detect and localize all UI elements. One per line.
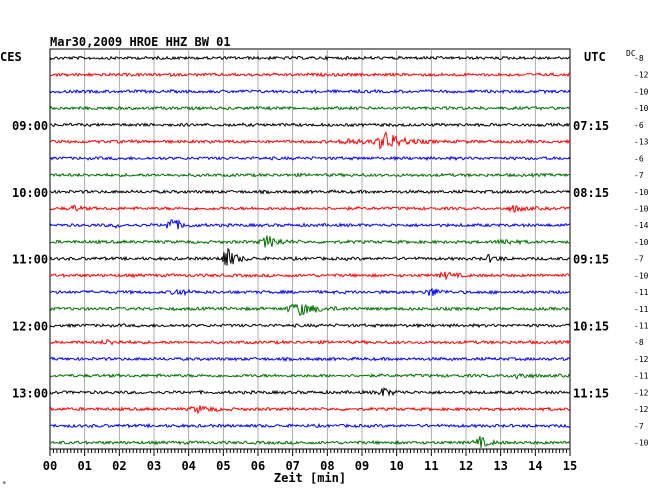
- left-hour-label: 10:00: [12, 186, 48, 200]
- dc-offset-label: -7: [634, 255, 644, 264]
- dc-offset-label: -10: [634, 238, 649, 247]
- x-tick-label: 15: [563, 459, 577, 473]
- dc-offset-label: -12: [634, 355, 649, 364]
- trace-line-18: [49, 356, 571, 363]
- trace-line-15: [49, 303, 571, 317]
- corner-mark: *: [2, 480, 6, 488]
- trace-line-5: [49, 130, 571, 150]
- x-tick-label: 04: [181, 459, 195, 473]
- x-axis-label: Zeit [min]: [274, 471, 346, 485]
- dc-offset-label: -12: [634, 388, 649, 397]
- trace-line-6: [49, 155, 571, 162]
- dc-label: DC: [626, 49, 636, 58]
- x-tick-label: 10: [389, 459, 403, 473]
- dc-offset-label: -6: [634, 154, 644, 163]
- dc-offset-label: -10: [634, 104, 649, 113]
- right-hour-label: 08:15: [573, 186, 609, 200]
- x-axis: 00 01 02 03 04 05 06 07 08 09 10 11 12 13 14 15: [43, 449, 577, 473]
- right-hour-label: 10:15: [573, 320, 609, 334]
- trace-line-9: [49, 204, 571, 213]
- trace-line-17: [49, 339, 571, 346]
- dc-offset-label: -14: [634, 221, 649, 230]
- dc-offset-label: -11: [634, 372, 649, 381]
- trace-group: [49, 55, 571, 448]
- x-tick-label: 11: [424, 459, 438, 473]
- right-timezone-label: UTC: [584, 50, 606, 64]
- x-tick-label: 02: [112, 459, 126, 473]
- trace-line-12: [49, 247, 571, 266]
- trace-line-13: [49, 271, 571, 281]
- x-tick-label: 06: [251, 459, 265, 473]
- right-hour-label: 09:15: [573, 253, 609, 267]
- trace-line-11: [49, 235, 571, 248]
- trace-line-16: [49, 322, 571, 329]
- dc-offset-label: -10: [634, 439, 649, 448]
- dc-offset-label: -10: [634, 271, 649, 280]
- left-hour-label: 11:00: [12, 253, 48, 267]
- x-tick-label: 03: [147, 459, 161, 473]
- left-hour-label: 13:00: [12, 386, 48, 400]
- chart-grid: [49, 48, 571, 450]
- x-tick-label: 09: [355, 459, 369, 473]
- dc-offset-label: -7: [634, 171, 644, 180]
- x-tick-label: 01: [77, 459, 91, 473]
- dc-offset-label: -10: [634, 188, 649, 197]
- dc-offset-label: -11: [634, 322, 649, 331]
- trace-line-2: [49, 88, 571, 95]
- right-hour-label: 07:15: [573, 119, 609, 133]
- right-hour-label: 11:15: [573, 386, 609, 400]
- x-tick-label: 07: [285, 459, 299, 473]
- dc-offset-label: -13: [634, 138, 649, 147]
- dc-offset-label: -12: [634, 405, 649, 414]
- dc-offset-label: -10: [634, 87, 649, 96]
- left-hour-label: 09:00: [12, 119, 48, 133]
- trace-line-19: [49, 372, 571, 380]
- trace-line-8: [49, 189, 571, 195]
- trace-line-21: [49, 405, 571, 415]
- trace-line-0: [49, 55, 571, 62]
- x-tick-label: 05: [216, 459, 230, 473]
- trace-line-14: [49, 287, 571, 297]
- hour-labels: 09:00 10:00 11:00 12:00 13:00 07:15 08:15 09:15…: [12, 119, 609, 401]
- trace-line-22: [49, 422, 571, 429]
- x-tick-label: 14: [528, 459, 542, 473]
- dc-offset-label: -11: [634, 305, 649, 314]
- dc-offset-label: -12: [634, 71, 649, 80]
- dc-offset-label: -8: [634, 338, 644, 347]
- left-timezone-label: CES: [0, 50, 22, 64]
- trace-line-20: [49, 387, 571, 397]
- x-tick-label: 12: [459, 459, 473, 473]
- trace-line-3: [49, 105, 571, 111]
- dc-offset-label: -11: [634, 288, 649, 297]
- dc-offset-label: -8: [634, 54, 644, 63]
- trace-line-1: [49, 71, 571, 78]
- dc-offset-label: -6: [634, 121, 644, 130]
- x-tick-label: 00: [43, 459, 57, 473]
- x-tick-label: 13: [493, 459, 507, 473]
- dc-offset-label: -10: [634, 204, 649, 213]
- left-hour-label: 12:00: [12, 320, 48, 334]
- trace-line-23: [49, 436, 571, 448]
- chart-title: Mar30,2009 HROE HHZ BW 01: [50, 35, 231, 49]
- dc-offset-labels: -8 -12 -10 -10 -6 -13 -6 -7 -10 -10 -14 -10 -7 -10 -11…: [634, 54, 649, 448]
- trace-line-10: [49, 219, 571, 230]
- dc-offset-label: -7: [634, 422, 644, 431]
- trace-line-4: [49, 122, 571, 128]
- x-tick-label: 08: [320, 459, 334, 473]
- trace-line-7: [49, 172, 571, 178]
